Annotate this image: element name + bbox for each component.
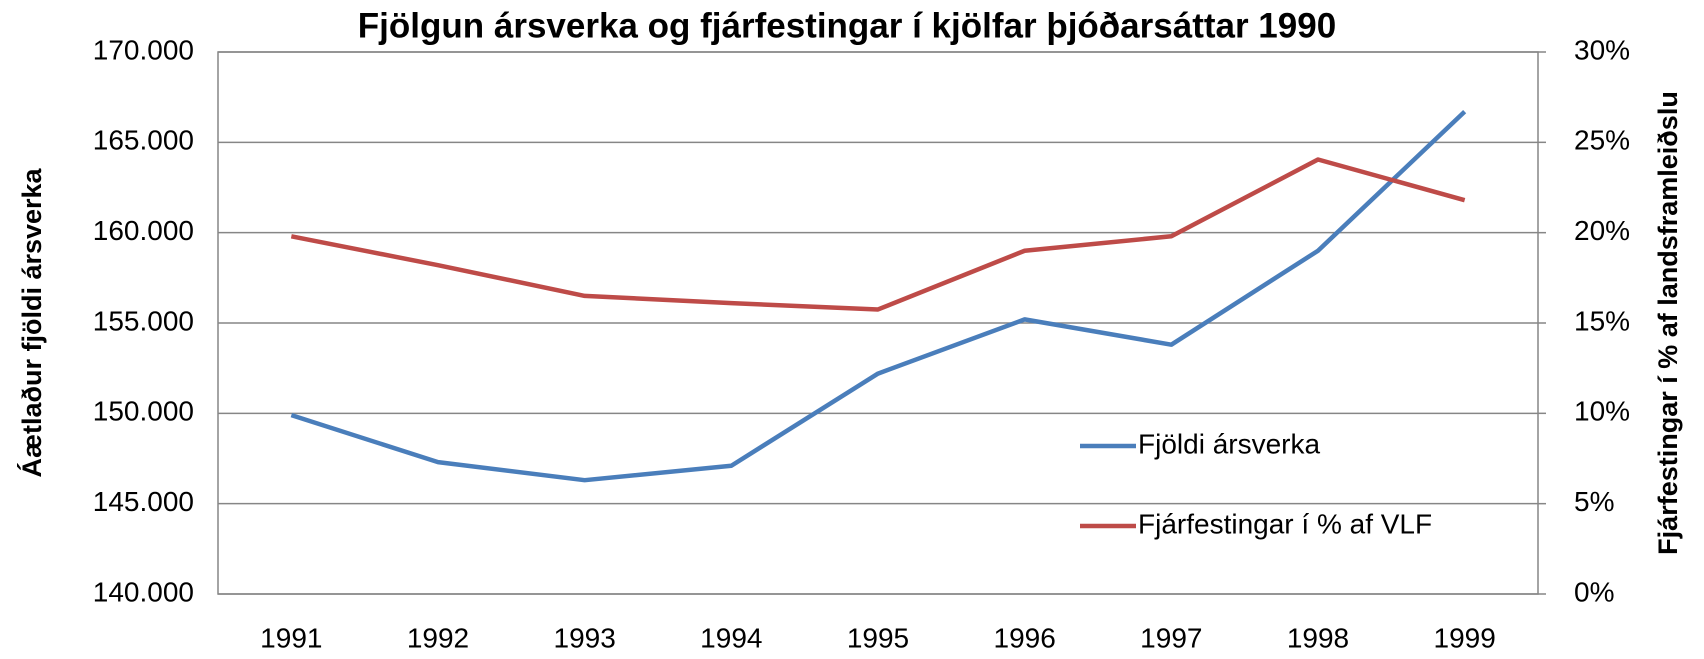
x-tick-label: 1993 xyxy=(554,622,616,653)
chart-title: Fjölgun ársverka og fjárfestingar í kjöl… xyxy=(358,6,1336,45)
x-tick-label: 1998 xyxy=(1287,622,1349,653)
series-line xyxy=(290,109,1467,483)
x-tick-label: 1995 xyxy=(847,622,909,653)
y2-tick-label: 5% xyxy=(1574,486,1614,517)
y2-tick-label: 25% xyxy=(1574,125,1630,156)
y-tick-label: 155.000 xyxy=(93,305,194,336)
y2-tick-label: 0% xyxy=(1574,576,1614,607)
legend-label: Fjárfestingar í % af VLF xyxy=(1138,508,1432,539)
y-tick-label: 165.000 xyxy=(93,125,194,156)
y-tick-label: 140.000 xyxy=(93,576,194,607)
y-tick-label: 170.000 xyxy=(93,34,194,65)
series-line xyxy=(290,157,1466,312)
x-tick-label: 1992 xyxy=(407,622,469,653)
y-axis-label: Áætlaður fjöldi ársverka xyxy=(16,167,47,477)
x-tick-label: 1994 xyxy=(700,622,762,653)
y2-tick-label: 15% xyxy=(1574,305,1630,336)
y2-tick-label: 10% xyxy=(1574,396,1630,427)
y2-axis-label: Fjárfestingar í % af landsframleiðslu xyxy=(1653,91,1683,555)
y-tick-label: 160.000 xyxy=(93,215,194,246)
y2-tick-label: 20% xyxy=(1574,215,1630,246)
y-tick-label: 150.000 xyxy=(93,396,194,427)
y2-tick-label: 30% xyxy=(1574,34,1630,65)
x-tick-label: 1999 xyxy=(1434,622,1496,653)
legend-label: Fjöldi ársverka xyxy=(1138,428,1320,459)
x-tick-label: 1996 xyxy=(994,622,1056,653)
x-tick-label: 1997 xyxy=(1140,622,1202,653)
x-tick-label: 1991 xyxy=(260,622,322,653)
y-tick-label: 145.000 xyxy=(93,486,194,517)
